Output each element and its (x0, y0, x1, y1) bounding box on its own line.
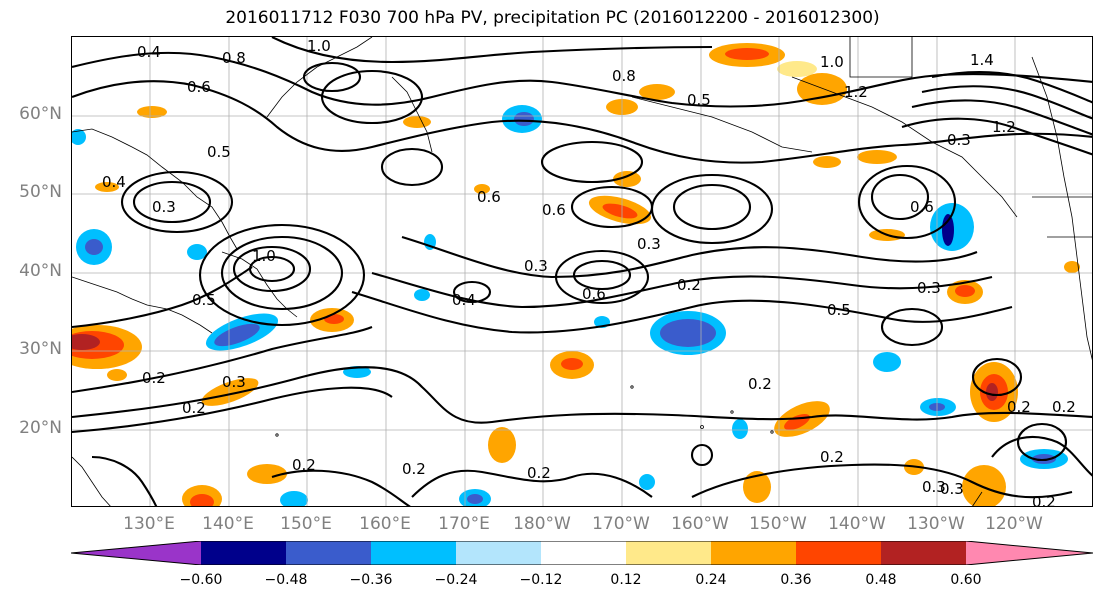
contour-label: 1.2 (844, 83, 868, 101)
colorbar-swatch-6 (626, 541, 711, 565)
colorbar-tick: 0.48 (865, 572, 897, 588)
contour-label: 0.6 (477, 188, 501, 206)
contour-label: 0.3 (524, 257, 548, 275)
lon-label-150w: 150°W (749, 514, 807, 534)
lat-label-40n: 40°N (19, 261, 62, 281)
contour-label: 0.2 (292, 456, 316, 474)
contour-label: 0.2 (1007, 398, 1031, 416)
contour-label: 0.5 (827, 301, 851, 319)
colorbar-swatch-2 (286, 541, 371, 565)
contour-label: 1.0 (820, 53, 844, 71)
contour-label: 0.5 (207, 143, 231, 161)
lon-label-150e: 150°E (280, 514, 332, 534)
colorbar-tick: −0.36 (349, 572, 393, 588)
contour-label: 0.2 (1032, 493, 1056, 507)
colorbar-tick: −0.24 (434, 572, 478, 588)
contour-label: 0.2 (820, 448, 844, 466)
colorbar-swatch-7 (711, 541, 796, 565)
map-panel[interactable]: 0.4 1.0 0.8 0.6 0.5 0.8 0.5 1.0 1.2 1.4 … (71, 36, 1093, 507)
colorbar-swatch-4 (456, 541, 541, 565)
lon-label-170w: 170°W (592, 514, 650, 534)
lon-label-130e: 130°E (123, 514, 175, 534)
contour-label: 0.3 (222, 373, 246, 391)
contour-label: 0.3 (152, 198, 176, 216)
contour-label: 0.8 (612, 67, 636, 85)
colorbar-swatch-3 (371, 541, 456, 565)
lat-label-20n: 20°N (19, 418, 62, 438)
lon-label-170e: 170°E (438, 514, 490, 534)
contour-labels: 0.4 1.0 0.8 0.6 0.5 0.8 0.5 1.0 1.2 1.4 … (102, 37, 1076, 507)
contour-label: 0.3 (940, 480, 964, 498)
lat-label-50n: 50°N (19, 182, 62, 202)
colorbar-tick: 0.12 (610, 572, 642, 588)
graticule (72, 37, 1092, 506)
lon-label-160w: 160°W (671, 514, 729, 534)
contour-label: 0.6 (187, 78, 211, 96)
colorbar-swatch-8 (796, 541, 881, 565)
colorbar-tick: −0.60 (179, 572, 223, 588)
contour-label: 0.3 (917, 279, 941, 297)
contour-label: 0.2 (748, 375, 772, 393)
contour-label: 0.2 (402, 460, 426, 478)
contour-label: 1.0 (307, 37, 331, 55)
lat-label-60n: 60°N (19, 104, 62, 124)
contour-label: 0.2 (142, 369, 166, 387)
contour-label: 0.6 (582, 285, 606, 303)
colorbar-tick: −0.12 (519, 572, 563, 588)
contour-label: 0.3 (637, 235, 661, 253)
map-title: 2016011712 F030 700 hPa PV, precipitatio… (225, 8, 880, 28)
lon-label-180w: 180°W (513, 514, 571, 534)
contour-label: 0.4 (452, 291, 476, 309)
contour-label: 0.6 (542, 201, 566, 219)
contour-label: 0.2 (677, 276, 701, 294)
pv-contours (72, 37, 1092, 506)
coastlines (72, 37, 1092, 506)
lon-label-140w: 140°W (828, 514, 886, 534)
contour-label: 0.4 (102, 173, 126, 191)
lon-label-120w: 120°W (985, 514, 1043, 534)
colorbar (71, 541, 1093, 565)
contour-label: 0.8 (222, 49, 246, 67)
precip-shading (72, 43, 1080, 506)
colorbar-swatch-9 (881, 541, 966, 565)
contour-label: 0.3 (922, 478, 946, 496)
contour-label: 0.2 (1052, 398, 1076, 416)
contour-label: 1.4 (970, 51, 994, 69)
contour-label: 0.3 (947, 131, 971, 149)
contour-label: 0.2 (182, 399, 206, 417)
colorbar-swatch-5 (541, 541, 626, 565)
lon-label-140e: 140°E (202, 514, 254, 534)
lon-label-130w: 130°W (907, 514, 965, 534)
contour-label: 1.0 (252, 247, 276, 265)
contour-label: 0.4 (137, 43, 161, 61)
colorbar-tick: −0.48 (264, 572, 308, 588)
lat-label-30n: 30°N (19, 339, 62, 359)
contour-label: 0.5 (687, 91, 711, 109)
contour-label: 0.5 (192, 291, 216, 309)
map-canvas: 0.4 1.0 0.8 0.6 0.5 0.8 0.5 1.0 1.2 1.4 … (72, 37, 1092, 507)
contour-label: 0.2 (527, 464, 551, 482)
colorbar-tick: 0.60 (950, 572, 982, 588)
colorbar-swatch-0 (71, 541, 201, 565)
colorbar-swatch-1 (201, 541, 286, 565)
colorbar-tick: 0.36 (780, 572, 812, 588)
contour-label: 1.2 (992, 118, 1016, 136)
contour-label: 0.6 (910, 198, 934, 216)
colorbar-tick: 0.24 (695, 572, 727, 588)
lon-label-160e: 160°E (359, 514, 411, 534)
colorbar-swatch-10 (966, 541, 1093, 565)
